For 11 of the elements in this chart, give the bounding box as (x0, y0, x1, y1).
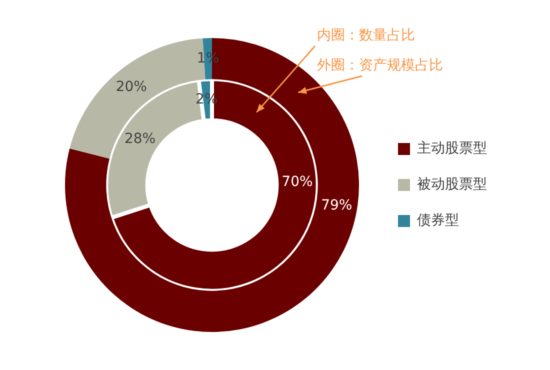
data-label: 79% (321, 198, 352, 214)
legend-label: 债券型 (417, 212, 459, 229)
data-label: 28% (124, 130, 156, 147)
data-label: 70% (282, 174, 313, 190)
slice-label: 外圈：资产规模占比 (317, 58, 443, 74)
slice-label: 内圈：数量占比 (317, 28, 415, 44)
data-label: 1% (196, 50, 220, 66)
legend-label: 被动股票型 (417, 176, 487, 193)
data-label: 2% (196, 92, 218, 108)
legend-label: 主动股票型 (417, 140, 487, 157)
data-label: 20% (116, 79, 147, 96)
